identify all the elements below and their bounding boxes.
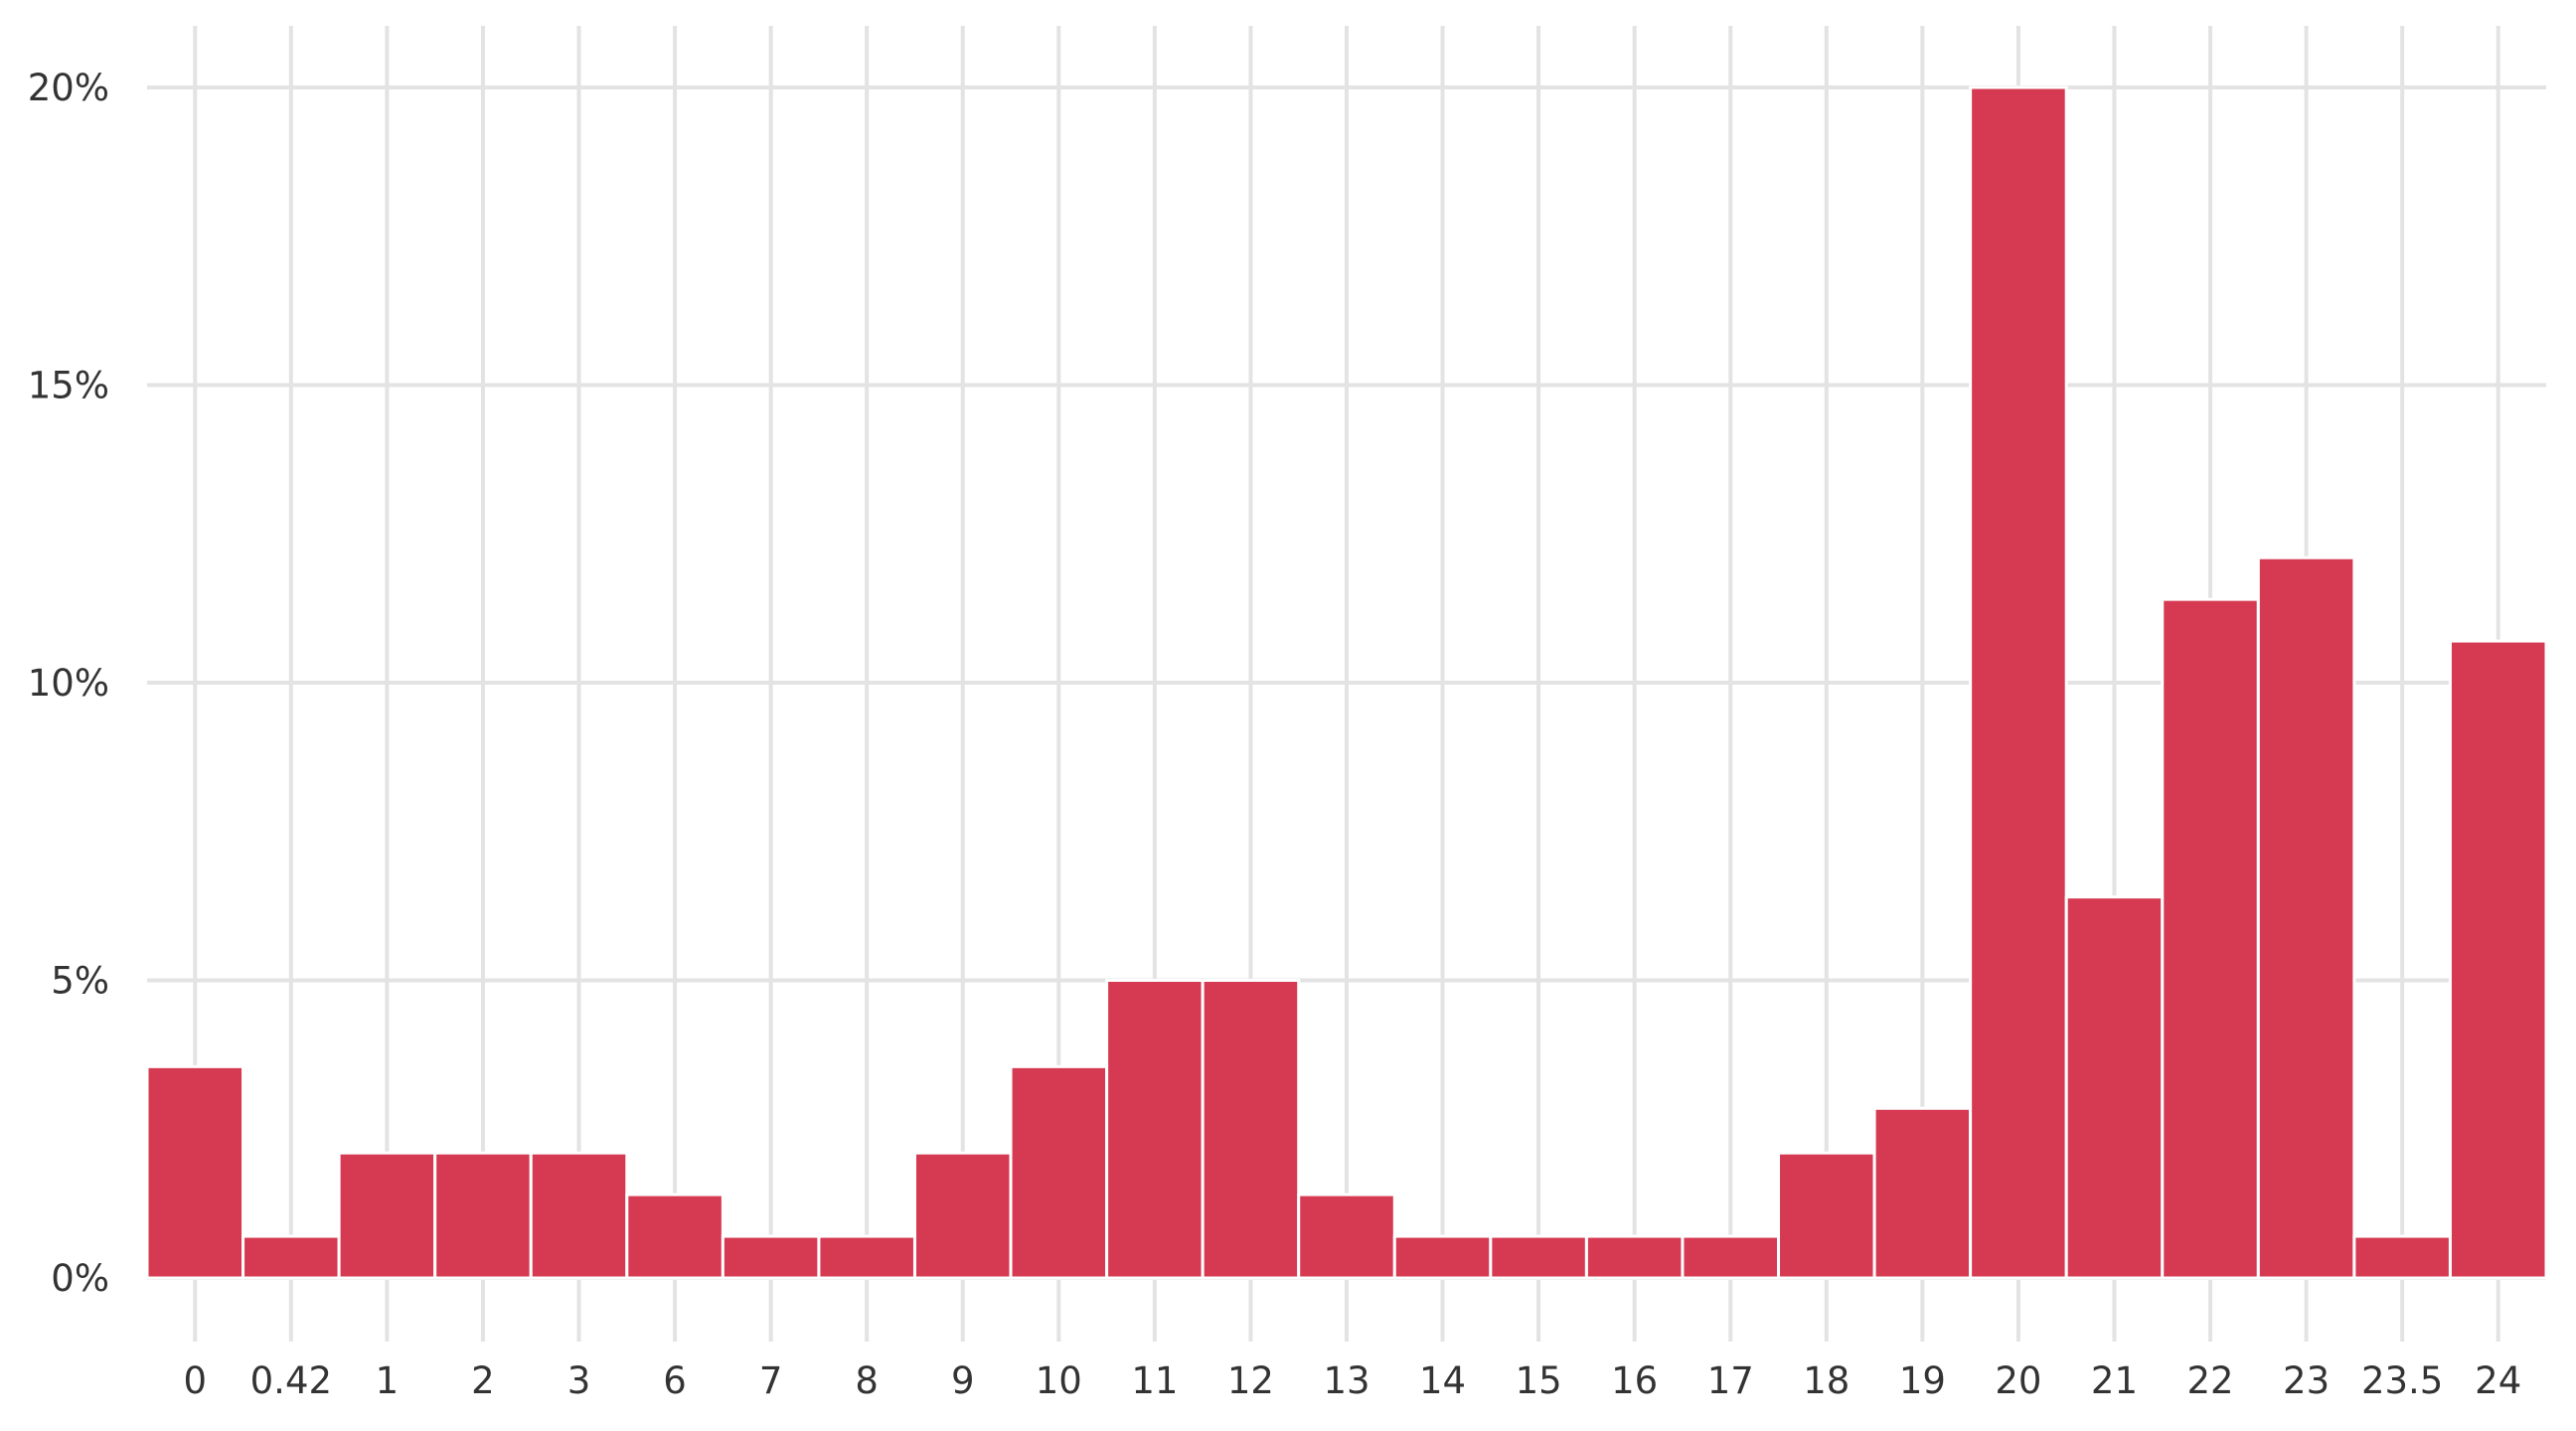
x-tick-label: 11 [1131, 1359, 1178, 1402]
bar [817, 1234, 916, 1280]
x-tick-label: 10 [1036, 1359, 1082, 1402]
bar [1969, 85, 2068, 1280]
x-tick-label: 19 [1899, 1359, 1946, 1402]
bar [2161, 597, 2260, 1280]
x-tick-label: 21 [2091, 1359, 2138, 1402]
x-tick-label: 7 [759, 1359, 783, 1402]
bar [1777, 1151, 1876, 1280]
x-tick-label: 20 [1995, 1359, 2041, 1402]
bar [1584, 1234, 1685, 1280]
x-tick-label: 23.5 [2361, 1359, 2443, 1402]
y-tick-label: 15% [28, 365, 109, 407]
y-tick-labels: 0% 5% 10% 15% 20% [28, 67, 109, 1300]
bar [2256, 556, 2356, 1280]
bar [1105, 979, 1205, 1280]
bar [1297, 1192, 1396, 1280]
x-tick-label: 23 [2283, 1359, 2330, 1402]
x-tick-label: 16 [1611, 1359, 1658, 1402]
bar [1681, 1234, 1781, 1280]
bar [1009, 1064, 1109, 1280]
x-tick-label: 24 [2475, 1359, 2521, 1402]
x-tick-label: 12 [1227, 1359, 1274, 1402]
bars [145, 85, 2548, 1280]
bar [1392, 1234, 1493, 1280]
bar [433, 1151, 533, 1280]
x-tick-label: 8 [855, 1359, 879, 1402]
bar [242, 1234, 341, 1280]
bar [2064, 895, 2165, 1280]
bar [912, 1151, 1013, 1280]
x-tick-label: 14 [1419, 1359, 1466, 1402]
bar [2448, 639, 2548, 1280]
x-tick-label: 0.42 [250, 1359, 332, 1402]
bar [625, 1192, 724, 1280]
y-tick-label: 5% [51, 960, 109, 1003]
y-tick-label: 0% [51, 1257, 109, 1300]
x-tick-labels: 0 0.42 1 2 3 6 7 8 9 10 11 12 13 14 15 16 17 18 19 20 21 22 23… [184, 1359, 2522, 1402]
bar [145, 1064, 245, 1280]
bar [1872, 1106, 1973, 1280]
x-tick-label: 3 [567, 1359, 591, 1402]
x-tick-label: 0 [184, 1359, 208, 1402]
bar [1489, 1234, 1588, 1280]
x-tick-label: 9 [951, 1359, 975, 1402]
bar [2352, 1234, 2452, 1280]
x-tick-label: 22 [2186, 1359, 2233, 1402]
y-tick-label: 20% [28, 67, 109, 109]
bar [529, 1151, 629, 1280]
x-tick-label: 2 [471, 1359, 495, 1402]
x-tick-label: 6 [663, 1359, 687, 1402]
x-tick-label: 13 [1323, 1359, 1369, 1402]
bar [1201, 979, 1301, 1280]
x-tick-label: 18 [1803, 1359, 1850, 1402]
x-tick-label: 17 [1707, 1359, 1754, 1402]
bar [337, 1151, 437, 1280]
bar [721, 1234, 821, 1280]
y-tick-label: 10% [28, 662, 109, 705]
x-tick-label: 1 [376, 1359, 400, 1402]
x-tick-label: 15 [1516, 1359, 1562, 1402]
